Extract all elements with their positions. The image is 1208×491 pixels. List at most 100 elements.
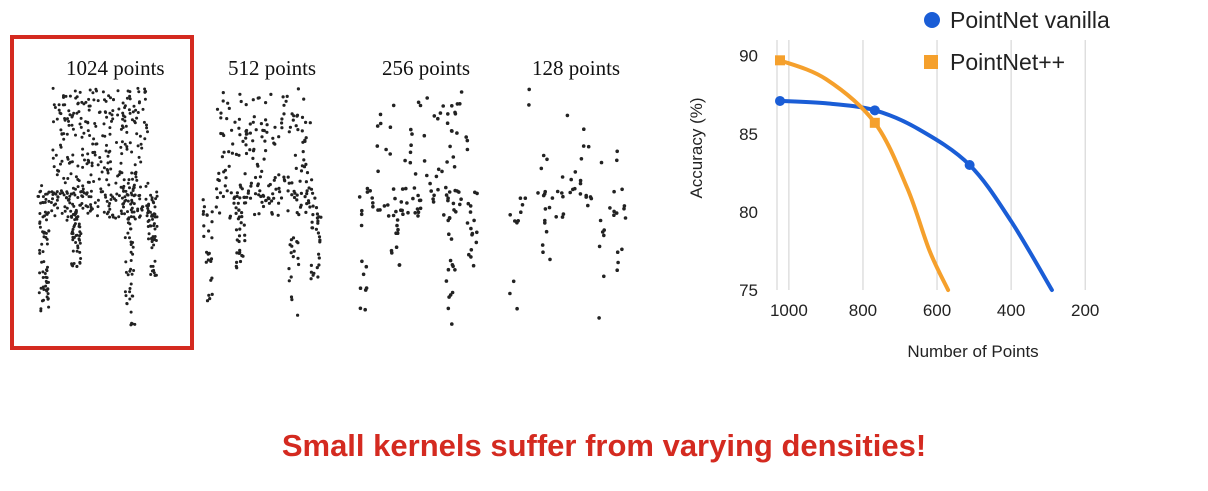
cloud-point xyxy=(87,108,91,112)
cloud-point xyxy=(129,191,133,195)
cloud-point xyxy=(305,171,310,175)
cloud-point xyxy=(97,177,101,181)
cloud-point xyxy=(544,229,549,234)
cloud-point xyxy=(308,205,312,209)
cloud-point xyxy=(152,222,156,226)
cloud-point xyxy=(67,123,71,127)
cloud-point xyxy=(299,191,303,195)
cloud-point xyxy=(465,138,470,143)
cloud-point xyxy=(153,235,157,238)
cloud-point xyxy=(103,193,107,197)
cloud-point xyxy=(261,204,266,209)
cloud-point xyxy=(38,248,42,252)
cloud-point xyxy=(63,209,67,213)
cloud-point xyxy=(400,208,404,213)
cloud-point xyxy=(578,178,583,183)
cloud-point xyxy=(56,195,60,199)
cloud-point xyxy=(79,125,83,129)
cloud-point xyxy=(422,159,427,163)
cloud-point xyxy=(96,163,100,167)
cloud-point xyxy=(273,142,277,146)
cloud-point xyxy=(425,173,429,178)
cloud-point xyxy=(302,158,306,162)
cloud-point xyxy=(428,181,432,186)
cloud-point xyxy=(65,132,69,136)
x-tick-label: 400 xyxy=(997,301,1025,320)
cloud-point xyxy=(47,305,51,309)
cloud-point xyxy=(602,228,606,232)
cloud-point xyxy=(292,249,296,253)
cloud-point xyxy=(389,248,394,253)
cloud-point xyxy=(215,195,219,200)
x-tick-label: 200 xyxy=(1071,301,1099,320)
cloud-point xyxy=(44,279,48,283)
cloud-point xyxy=(295,198,299,202)
cloud-point xyxy=(137,194,141,198)
cloud-point xyxy=(132,185,136,189)
cloud-point xyxy=(364,286,369,290)
cloud-point xyxy=(215,187,219,191)
cloud-point xyxy=(117,215,121,219)
cloud-point xyxy=(121,101,125,105)
cloud-point xyxy=(221,91,225,95)
cloud-point xyxy=(251,139,255,143)
cloud-point xyxy=(292,189,296,193)
cloud-point xyxy=(614,211,619,215)
cloud-point xyxy=(152,212,156,216)
cloud-point xyxy=(244,136,248,140)
cloud-point xyxy=(128,290,132,294)
cloud-point xyxy=(86,180,90,184)
cloud-point xyxy=(144,184,148,188)
cloud-point xyxy=(139,142,143,146)
cloud-point xyxy=(300,115,305,119)
cloud-point xyxy=(133,322,137,326)
cloud-point xyxy=(235,194,239,198)
cloud-point xyxy=(71,232,75,235)
cloud-point xyxy=(53,214,57,218)
cloud-point xyxy=(302,97,306,101)
cloud-point xyxy=(450,263,455,267)
cloud-point xyxy=(128,94,132,98)
cloud-point xyxy=(93,153,97,157)
cloud-point xyxy=(234,152,238,156)
cloud-point xyxy=(597,244,602,249)
cloud-point xyxy=(409,127,413,132)
cloud-point xyxy=(280,121,284,125)
cloud-point xyxy=(282,112,286,116)
cloud-point xyxy=(361,272,366,277)
cloud-point xyxy=(475,191,479,196)
cloud-point xyxy=(248,131,252,135)
x-tick-label: 600 xyxy=(923,301,951,320)
cloud-point xyxy=(206,258,210,262)
cloud-point xyxy=(296,87,300,91)
cloud-point xyxy=(223,184,227,188)
cloud-point xyxy=(61,191,65,195)
data-point xyxy=(775,55,785,66)
cloud-point xyxy=(64,94,68,98)
cloud-point xyxy=(81,206,85,210)
cloud-point xyxy=(150,196,154,200)
cloud-point xyxy=(107,204,111,208)
cloud-point xyxy=(68,94,72,98)
cloud-point xyxy=(518,196,523,200)
cloud-point xyxy=(620,247,624,252)
cloud-point xyxy=(311,213,315,217)
legend-label: PointNet++ xyxy=(950,49,1065,75)
cloud-point xyxy=(71,227,75,231)
cloud-point xyxy=(123,212,126,216)
cloud-point xyxy=(59,143,62,147)
cloud-point xyxy=(96,198,100,202)
cloud-point xyxy=(238,133,242,137)
cloud-point xyxy=(539,166,544,171)
cloud-point xyxy=(413,172,418,176)
cloud-point xyxy=(608,206,612,210)
cloud-point xyxy=(84,204,88,208)
cloud-point xyxy=(51,197,54,201)
cloud-point xyxy=(581,144,586,148)
cloud-point xyxy=(450,104,454,108)
cloud-point xyxy=(382,204,387,208)
cloud-point xyxy=(287,181,291,185)
cloud-point xyxy=(146,206,150,210)
cloud-point xyxy=(465,221,470,225)
cloud-point xyxy=(63,117,67,120)
